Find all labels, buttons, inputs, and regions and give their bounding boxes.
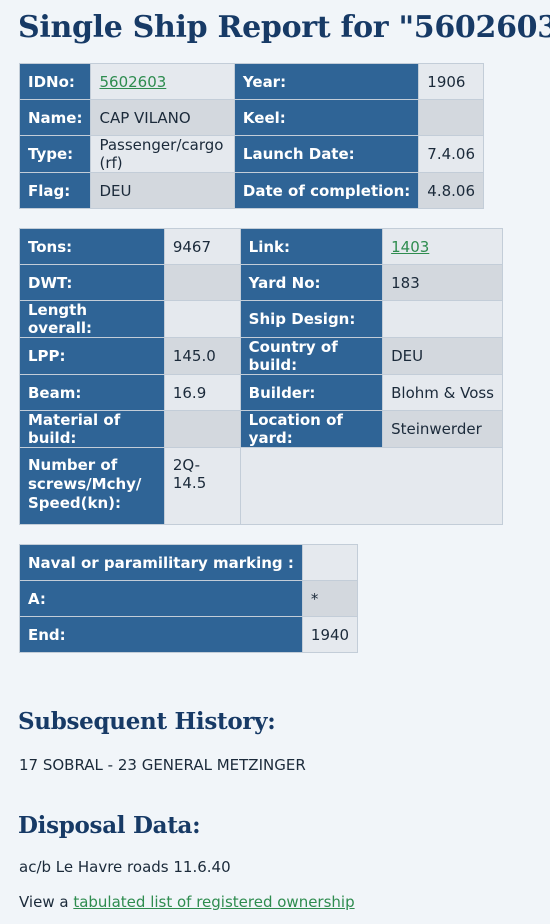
table-row: Number of screws/Mchy/ Speed(kn): 2Q-14.…	[19, 447, 504, 525]
marking-a-label: A:	[19, 580, 303, 617]
table-row: Flag: DEU Date of completion: 4.8.06	[18, 172, 484, 209]
tons-label: Tons:	[19, 228, 165, 265]
yard-no-label: Yard No:	[239, 264, 384, 301]
beam-value: 16.9	[163, 374, 241, 411]
lpp-label: LPP:	[19, 337, 165, 375]
identity-table: IDNo: 5602603 Year: 1906 Name: CAP VILAN…	[18, 63, 484, 209]
naval-marking-table: Naval or paramilitary marking : A: * End…	[19, 544, 359, 653]
ownership-prefix: View a	[19, 893, 74, 911]
length-overall-value	[163, 300, 241, 338]
completion-date-label: Date of completion:	[233, 172, 420, 209]
flag-value: DEU	[90, 172, 235, 209]
specifications-table: Tons: 9467 Link: 1403 DWT: Yard No: 183 …	[19, 228, 504, 525]
name-value: CAP VILANO	[90, 99, 235, 136]
subsequent-history-text: 17 SOBRAL - 23 GENERAL METZINGER	[19, 756, 306, 774]
year-label: Year:	[233, 63, 420, 100]
ship-design-value	[382, 300, 503, 338]
builder-value: Blohm & Voss	[382, 374, 503, 411]
table-row: Length overall: Ship Design:	[19, 300, 503, 338]
name-label: Name:	[18, 99, 92, 136]
naval-marking-label: Naval or paramilitary marking :	[19, 544, 303, 581]
country-of-build-label: Country of build:	[239, 337, 384, 375]
table-row: Type: Passenger/cargo (rf) Launch Date: …	[18, 135, 484, 173]
lpp-value: 145.0	[163, 337, 241, 375]
launch-date-value: 7.4.06	[418, 135, 484, 173]
screws-speed-label: Number of screws/Mchy/ Speed(kn):	[19, 447, 165, 525]
table-row: End: 1940	[19, 616, 359, 653]
empty-cell	[239, 447, 504, 525]
marking-a-value: *	[301, 580, 359, 617]
year-value: 1906	[418, 63, 484, 100]
screws-speed-value: 2Q-14.5	[163, 447, 241, 525]
builder-label: Builder:	[239, 374, 384, 411]
yard-no-value: 183	[382, 264, 503, 301]
table-row: DWT: Yard No: 183	[19, 264, 503, 301]
table-row: LPP: 145.0 Country of build: DEU	[19, 337, 503, 375]
page-title: Single Ship Report for "5602603"	[18, 10, 550, 45]
table-row: Naval or paramilitary marking :	[19, 544, 359, 581]
country-of-build-value: DEU	[382, 337, 503, 375]
material-of-build-label: Material of build:	[19, 410, 165, 448]
subsequent-history-heading: Subsequent History:	[18, 708, 276, 735]
table-row: Material of build: Location of yard: Ste…	[19, 410, 503, 448]
disposal-data-heading: Disposal Data:	[18, 812, 201, 839]
location-of-yard-label: Location of yard:	[239, 410, 384, 448]
link-label: Link:	[239, 228, 384, 265]
disposal-data-text: ac/b Le Havre roads 11.6.40	[19, 858, 231, 876]
flag-label: Flag:	[18, 172, 92, 209]
keel-label: Keel:	[233, 99, 420, 136]
table-row: Beam: 16.9 Builder: Blohm & Voss	[19, 374, 503, 411]
marking-end-label: End:	[19, 616, 303, 653]
material-of-build-value	[163, 410, 241, 448]
length-overall-label: Length overall:	[19, 300, 165, 338]
completion-date-value: 4.8.06	[418, 172, 484, 209]
location-of-yard-value: Steinwerder	[382, 410, 503, 448]
table-row: A: *	[19, 580, 359, 617]
link-value-link[interactable]: 1403	[391, 237, 430, 256]
ship-design-label: Ship Design:	[239, 300, 384, 338]
idno-label: IDNo:	[18, 63, 92, 100]
beam-label: Beam:	[19, 374, 165, 411]
launch-date-label: Launch Date:	[233, 135, 420, 173]
dwt-label: DWT:	[19, 264, 165, 301]
idno-link[interactable]: 5602603	[99, 72, 167, 91]
ownership-list-link[interactable]: tabulated list of registered ownership	[73, 893, 355, 911]
type-label: Type:	[18, 135, 92, 173]
keel-value	[418, 99, 484, 136]
table-row: IDNo: 5602603 Year: 1906	[18, 63, 484, 100]
type-value: Passenger/cargo (rf)	[90, 135, 235, 173]
marking-end-value: 1940	[301, 616, 359, 653]
naval-marking-value	[301, 544, 359, 581]
ownership-line: View a tabulated list of registered owne…	[19, 893, 355, 911]
table-row: Tons: 9467 Link: 1403	[19, 228, 503, 265]
table-row: Name: CAP VILANO Keel:	[18, 99, 484, 136]
dwt-value	[163, 264, 241, 301]
tons-value: 9467	[163, 228, 241, 265]
